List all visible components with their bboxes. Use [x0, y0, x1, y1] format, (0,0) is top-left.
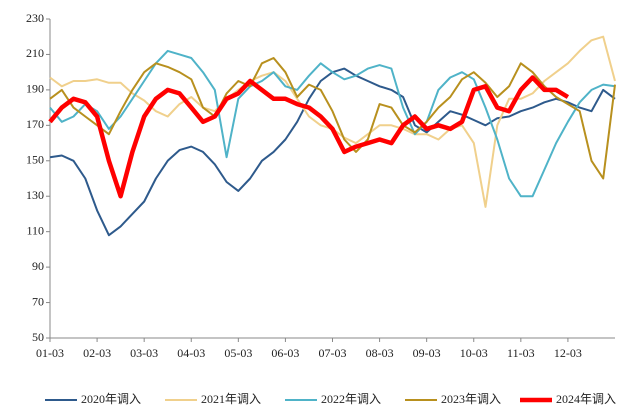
y-tick-label: 230 [26, 11, 44, 25]
y-tick-label: 130 [26, 188, 44, 202]
y-tick-label: 210 [26, 46, 44, 60]
x-tick-label: 07-03 [319, 346, 347, 360]
series-line [49, 57, 616, 180]
series-line [49, 49, 616, 198]
legend-label: 2021年调入 [201, 392, 261, 406]
x-tick-label: 10-03 [460, 346, 488, 360]
x-tick-label: 03-03 [130, 346, 158, 360]
legend-label: 2020年调入 [81, 392, 141, 406]
x-tick-label: 02-03 [83, 346, 111, 360]
x-tick-label: 01-03 [36, 346, 64, 360]
x-tick-label: 11-03 [507, 346, 535, 360]
y-tick-label: 150 [26, 153, 44, 167]
y-tick-label: 190 [26, 82, 44, 96]
x-tick-label: 04-03 [177, 346, 205, 360]
legend-label: 2022年调入 [321, 392, 381, 406]
x-tick-label: 08-03 [366, 346, 394, 360]
y-tick-label: 90 [32, 259, 44, 273]
x-tick-label: 09-03 [413, 346, 441, 360]
legend-label: 2024年调入 [556, 392, 616, 406]
y-tick-label: 50 [32, 330, 44, 344]
x-tick-label: 06-03 [271, 346, 299, 360]
x-tick-label: 12-03 [554, 346, 582, 360]
y-tick-label: 70 [32, 294, 44, 308]
x-tick-label: 05-03 [224, 346, 252, 360]
series-line [48, 75, 570, 199]
y-tick-label: 110 [26, 223, 44, 237]
legend-label: 2023年调入 [441, 392, 501, 406]
y-tick-label: 170 [26, 117, 44, 131]
series-line [49, 35, 616, 208]
